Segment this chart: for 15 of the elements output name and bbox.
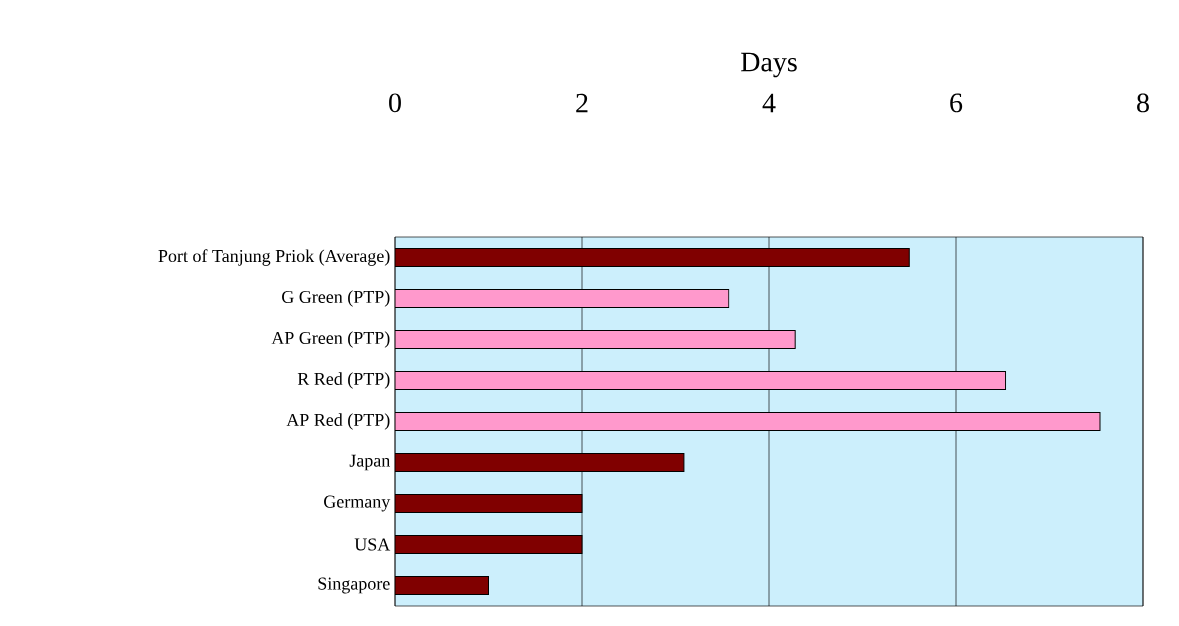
y-tick-label: AP Red (PTP) — [286, 413, 390, 430]
y-tick-label: AP Green (PTP) — [271, 331, 390, 348]
y-tick-label: Japan — [349, 454, 391, 471]
x-tick-label: 6 — [950, 93, 963, 113]
y-tick-label: G Green (PTP) — [282, 290, 390, 307]
x-tick-label: 8 — [1137, 93, 1149, 113]
x-tick-label: 4 — [762, 93, 776, 113]
x-axis-title: Days — [741, 52, 797, 78]
y-tick-label: R Red (PTP) — [297, 372, 390, 389]
x-tick-label: 2 — [576, 93, 588, 113]
x-tick-label: 0 — [389, 93, 401, 113]
y-tick-label: USA — [354, 538, 391, 551]
y-tick-label: Port of Tanjung Priok (Average) — [158, 249, 390, 266]
y-tick-label: Singapore — [318, 577, 390, 594]
y-tick-label: Germany — [324, 495, 391, 512]
